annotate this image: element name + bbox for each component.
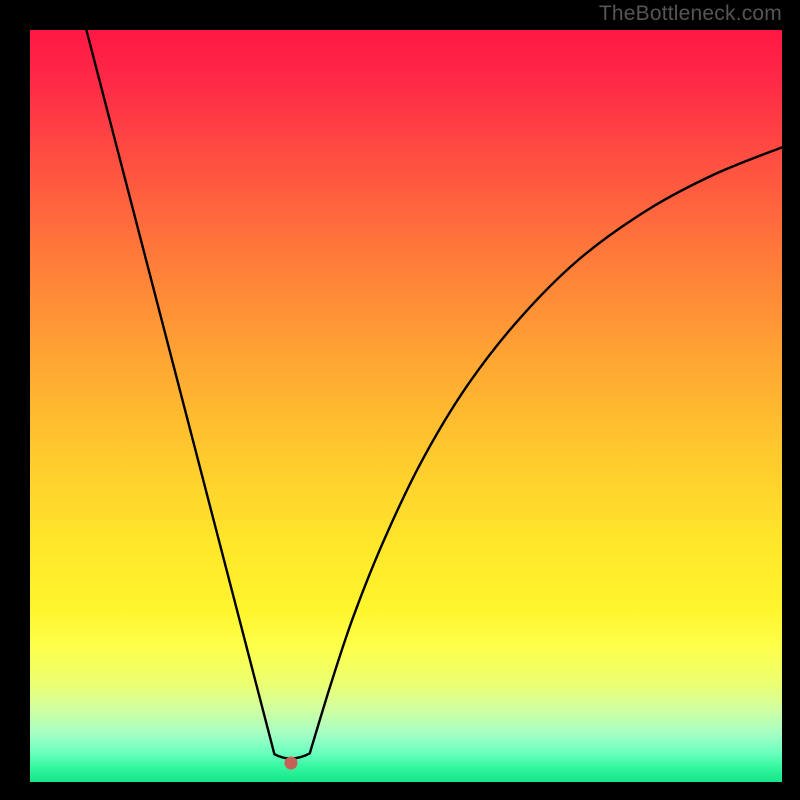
chart-container: TheBottleneck.com — [0, 0, 800, 800]
plot-area — [30, 30, 782, 782]
watermark-text: TheBottleneck.com — [599, 2, 782, 26]
curve-svg — [30, 30, 782, 782]
valley-marker — [284, 757, 297, 770]
bottleneck-curve — [86, 30, 782, 759]
